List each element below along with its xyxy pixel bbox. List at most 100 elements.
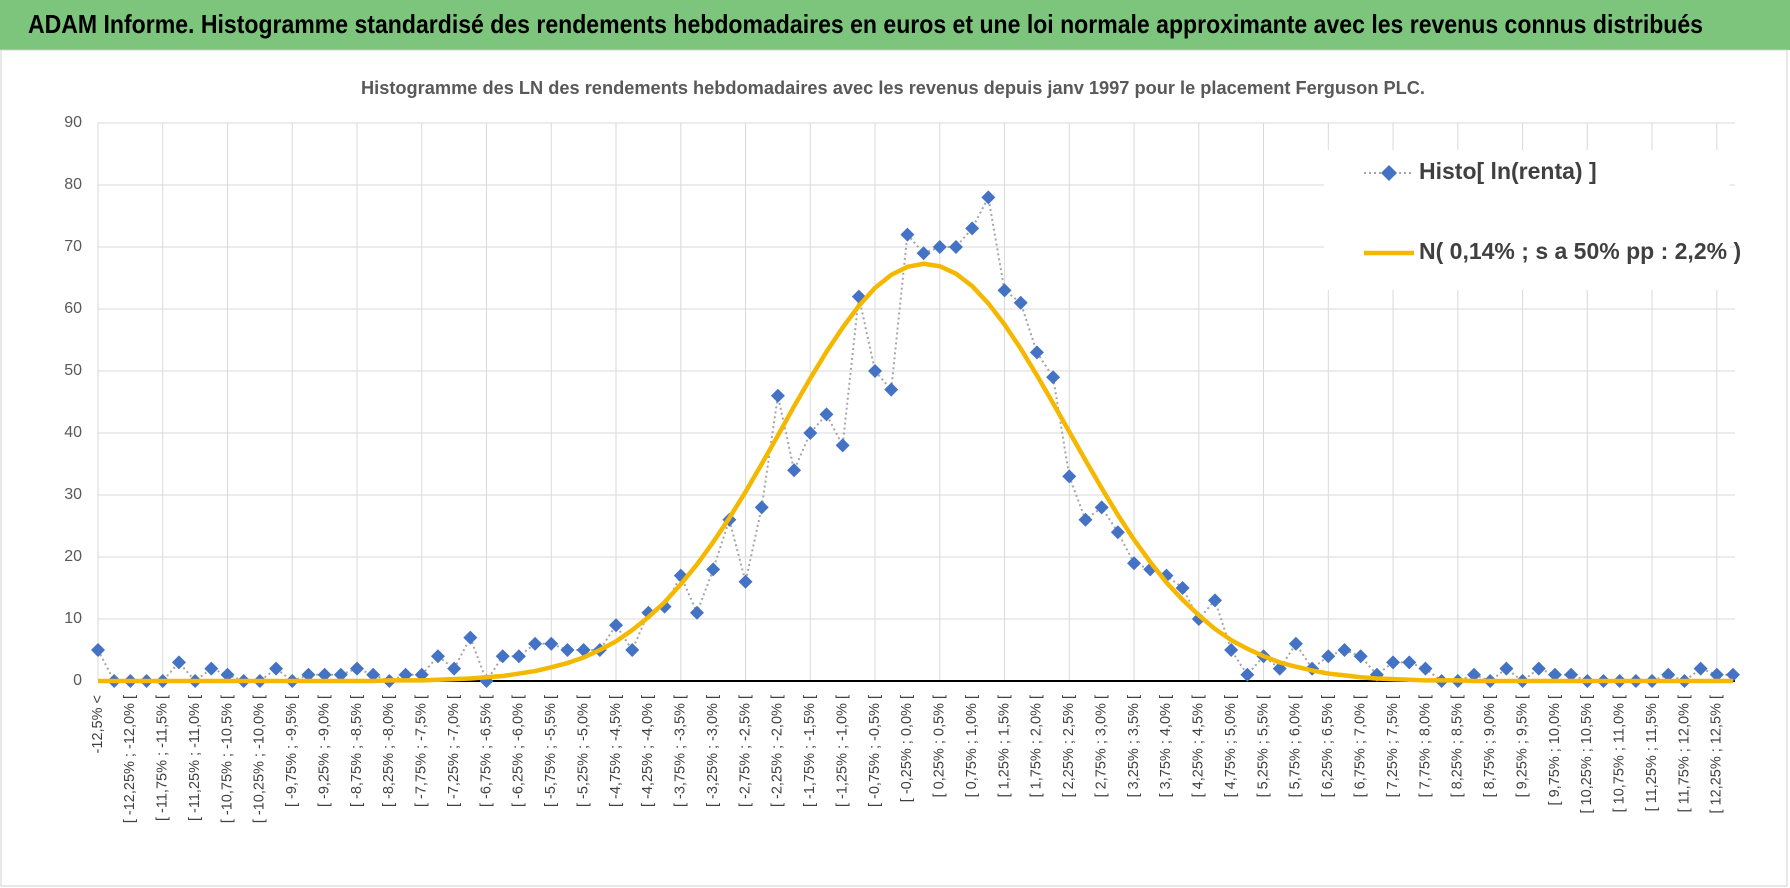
y-tick-label: 10	[64, 610, 82, 627]
data-point	[1127, 556, 1142, 571]
y-tick-label: 20	[64, 548, 82, 565]
data-point	[738, 574, 753, 589]
data-point	[1386, 655, 1401, 670]
data-point	[1224, 643, 1239, 657]
data-point	[1661, 667, 1676, 682]
legend-label: N( 0,14% ; s a 50% pp : 2,2% )	[1419, 238, 1741, 264]
data-point	[544, 636, 559, 651]
x-tick-label: [ 8,75% ; 9,0% [	[1482, 695, 1498, 797]
y-tick-label: 90	[64, 114, 82, 131]
x-tick-label: [ -11,25% ; -11,0% [	[187, 695, 203, 821]
data-point	[220, 667, 235, 682]
x-tick-label: [ -5,25% ; -5,0% [	[575, 695, 591, 807]
x-tick-label: [ 0,25% ; 0,5% [	[932, 695, 948, 797]
x-tick-label: [ 0,75% ; 1,0% [	[964, 695, 980, 797]
data-point	[787, 463, 802, 478]
data-point	[997, 283, 1012, 298]
data-point	[317, 667, 332, 682]
data-point	[447, 661, 462, 676]
data-point	[528, 636, 543, 651]
data-point	[1337, 643, 1352, 657]
x-tick-label: [ 9,75% ; 10,0% [	[1547, 695, 1563, 805]
data-point	[171, 655, 186, 670]
data-point	[560, 643, 575, 657]
x-tick-label: [ 10,25% ; 10,5% [	[1579, 695, 1595, 814]
x-tick-label: [ 7,75% ; 8,0% [	[1417, 695, 1433, 797]
data-point	[1029, 345, 1044, 360]
x-tick-label: [ -4,75% ; -4,5% [	[608, 695, 624, 807]
data-point	[1709, 667, 1724, 682]
data-point	[1499, 661, 1514, 676]
x-tick-label: [ 1,25% ; 1,5% [	[996, 695, 1012, 797]
data-point	[495, 649, 510, 664]
data-point	[965, 221, 980, 236]
data-point	[948, 240, 963, 254]
data-point	[1564, 667, 1579, 682]
legend-label: Histo[ ln(renta) ]	[1419, 158, 1597, 184]
x-tick-label: [ 3,75% ; 4,0% [	[1158, 695, 1174, 797]
data-point	[1175, 581, 1190, 595]
data-point	[1046, 370, 1061, 385]
data-point	[1466, 667, 1481, 682]
x-tick-label: [ -7,25% ; -7,0% [	[446, 695, 462, 807]
data-point	[1094, 500, 1109, 515]
x-tick-label: [ -10,25% ; -10,0% [	[252, 695, 268, 823]
data-point	[301, 667, 316, 682]
data-point	[868, 364, 883, 378]
data-point	[463, 630, 478, 645]
data-point	[609, 618, 624, 633]
data-point	[625, 643, 640, 657]
x-tick-label: [ 4,25% ; 4,5% [	[1191, 695, 1207, 797]
data-point	[1240, 667, 1255, 682]
x-tick-label: [ 11,75% ; 12,0% [	[1676, 695, 1692, 812]
data-point	[1207, 593, 1222, 608]
data-point	[770, 388, 785, 403]
data-point	[430, 649, 445, 664]
y-tick-label: 30	[64, 486, 82, 503]
x-tick-label: [ -9,25% ; -9,0% [	[316, 695, 332, 807]
y-tick-label: 70	[64, 238, 82, 255]
x-tick-label: [ -7,75% ; -7,5% [	[414, 695, 430, 807]
data-point	[1110, 525, 1125, 540]
data-point	[981, 190, 996, 205]
x-tick-label: [ -4,25% ; -4,0% [	[640, 695, 656, 807]
x-tick-label: [ 11,25% ; 11,5% [	[1644, 695, 1660, 811]
x-tick-label: [ -1,25% ; -1,0% [	[834, 695, 850, 807]
series-line	[98, 261, 1733, 684]
data-point	[1547, 667, 1562, 682]
x-tick-label: [ 5,25% ; 5,5% [	[1255, 695, 1271, 797]
y-tick-label: 0	[73, 672, 82, 689]
x-tick-label: [ -1,75% ; -1,5% [	[802, 695, 818, 807]
y-tick-label: 50	[64, 362, 82, 379]
data-point	[91, 643, 105, 657]
x-tick-label: [ -6,75% ; -6,5% [	[478, 695, 494, 807]
x-tick-label: [ 2,25% ; 2,5% [	[1061, 695, 1077, 797]
data-point	[350, 661, 365, 676]
x-tick-label: [ 5,75% ; 6,0% [	[1288, 695, 1304, 797]
x-tick-label: [ -5,75% ; -5,5% [	[543, 695, 559, 807]
x-tick-label: [ 2,75% ; 3,0% [	[1093, 695, 1109, 797]
y-tick-label: 40	[64, 424, 82, 441]
chart-title: Histogramme des LN des rendements hebdom…	[361, 78, 1425, 98]
x-tick-label: [ -3,25% ; -3,0% [	[705, 695, 721, 807]
x-tick-label: [ -10,75% ; -10,5% [	[219, 695, 235, 823]
x-tick-label: [ -2,75% ; -2,5% [	[737, 695, 753, 807]
data-point	[1418, 661, 1433, 676]
x-tick-label: [ 6,75% ; 7,0% [	[1353, 695, 1369, 797]
x-tick-label: -12,5% <	[90, 695, 106, 753]
data-point	[916, 246, 931, 261]
data-point	[819, 407, 834, 422]
y-tick-label: 80	[64, 176, 82, 193]
data-point	[1693, 661, 1708, 676]
x-tick-label: [ -11,75% ; -11,5% [	[155, 695, 171, 821]
x-tick-label: [ -0,75% ; -0,5% [	[867, 695, 883, 807]
data-point	[1078, 512, 1093, 527]
x-tick-label: [ -6,25% ; -6,0% [	[511, 695, 527, 807]
x-tick-label: [ -0,25% ; 0,0% [	[899, 695, 915, 802]
page-title: ADAM Informe. Histogramme standardisé de…	[28, 9, 1703, 39]
data-point	[269, 661, 284, 676]
data-point	[754, 500, 769, 515]
x-tick-label: [ -12,25% ; -12,0% [	[122, 695, 138, 823]
x-tick-label: [ 10,75% ; 11,0% [	[1612, 695, 1628, 812]
